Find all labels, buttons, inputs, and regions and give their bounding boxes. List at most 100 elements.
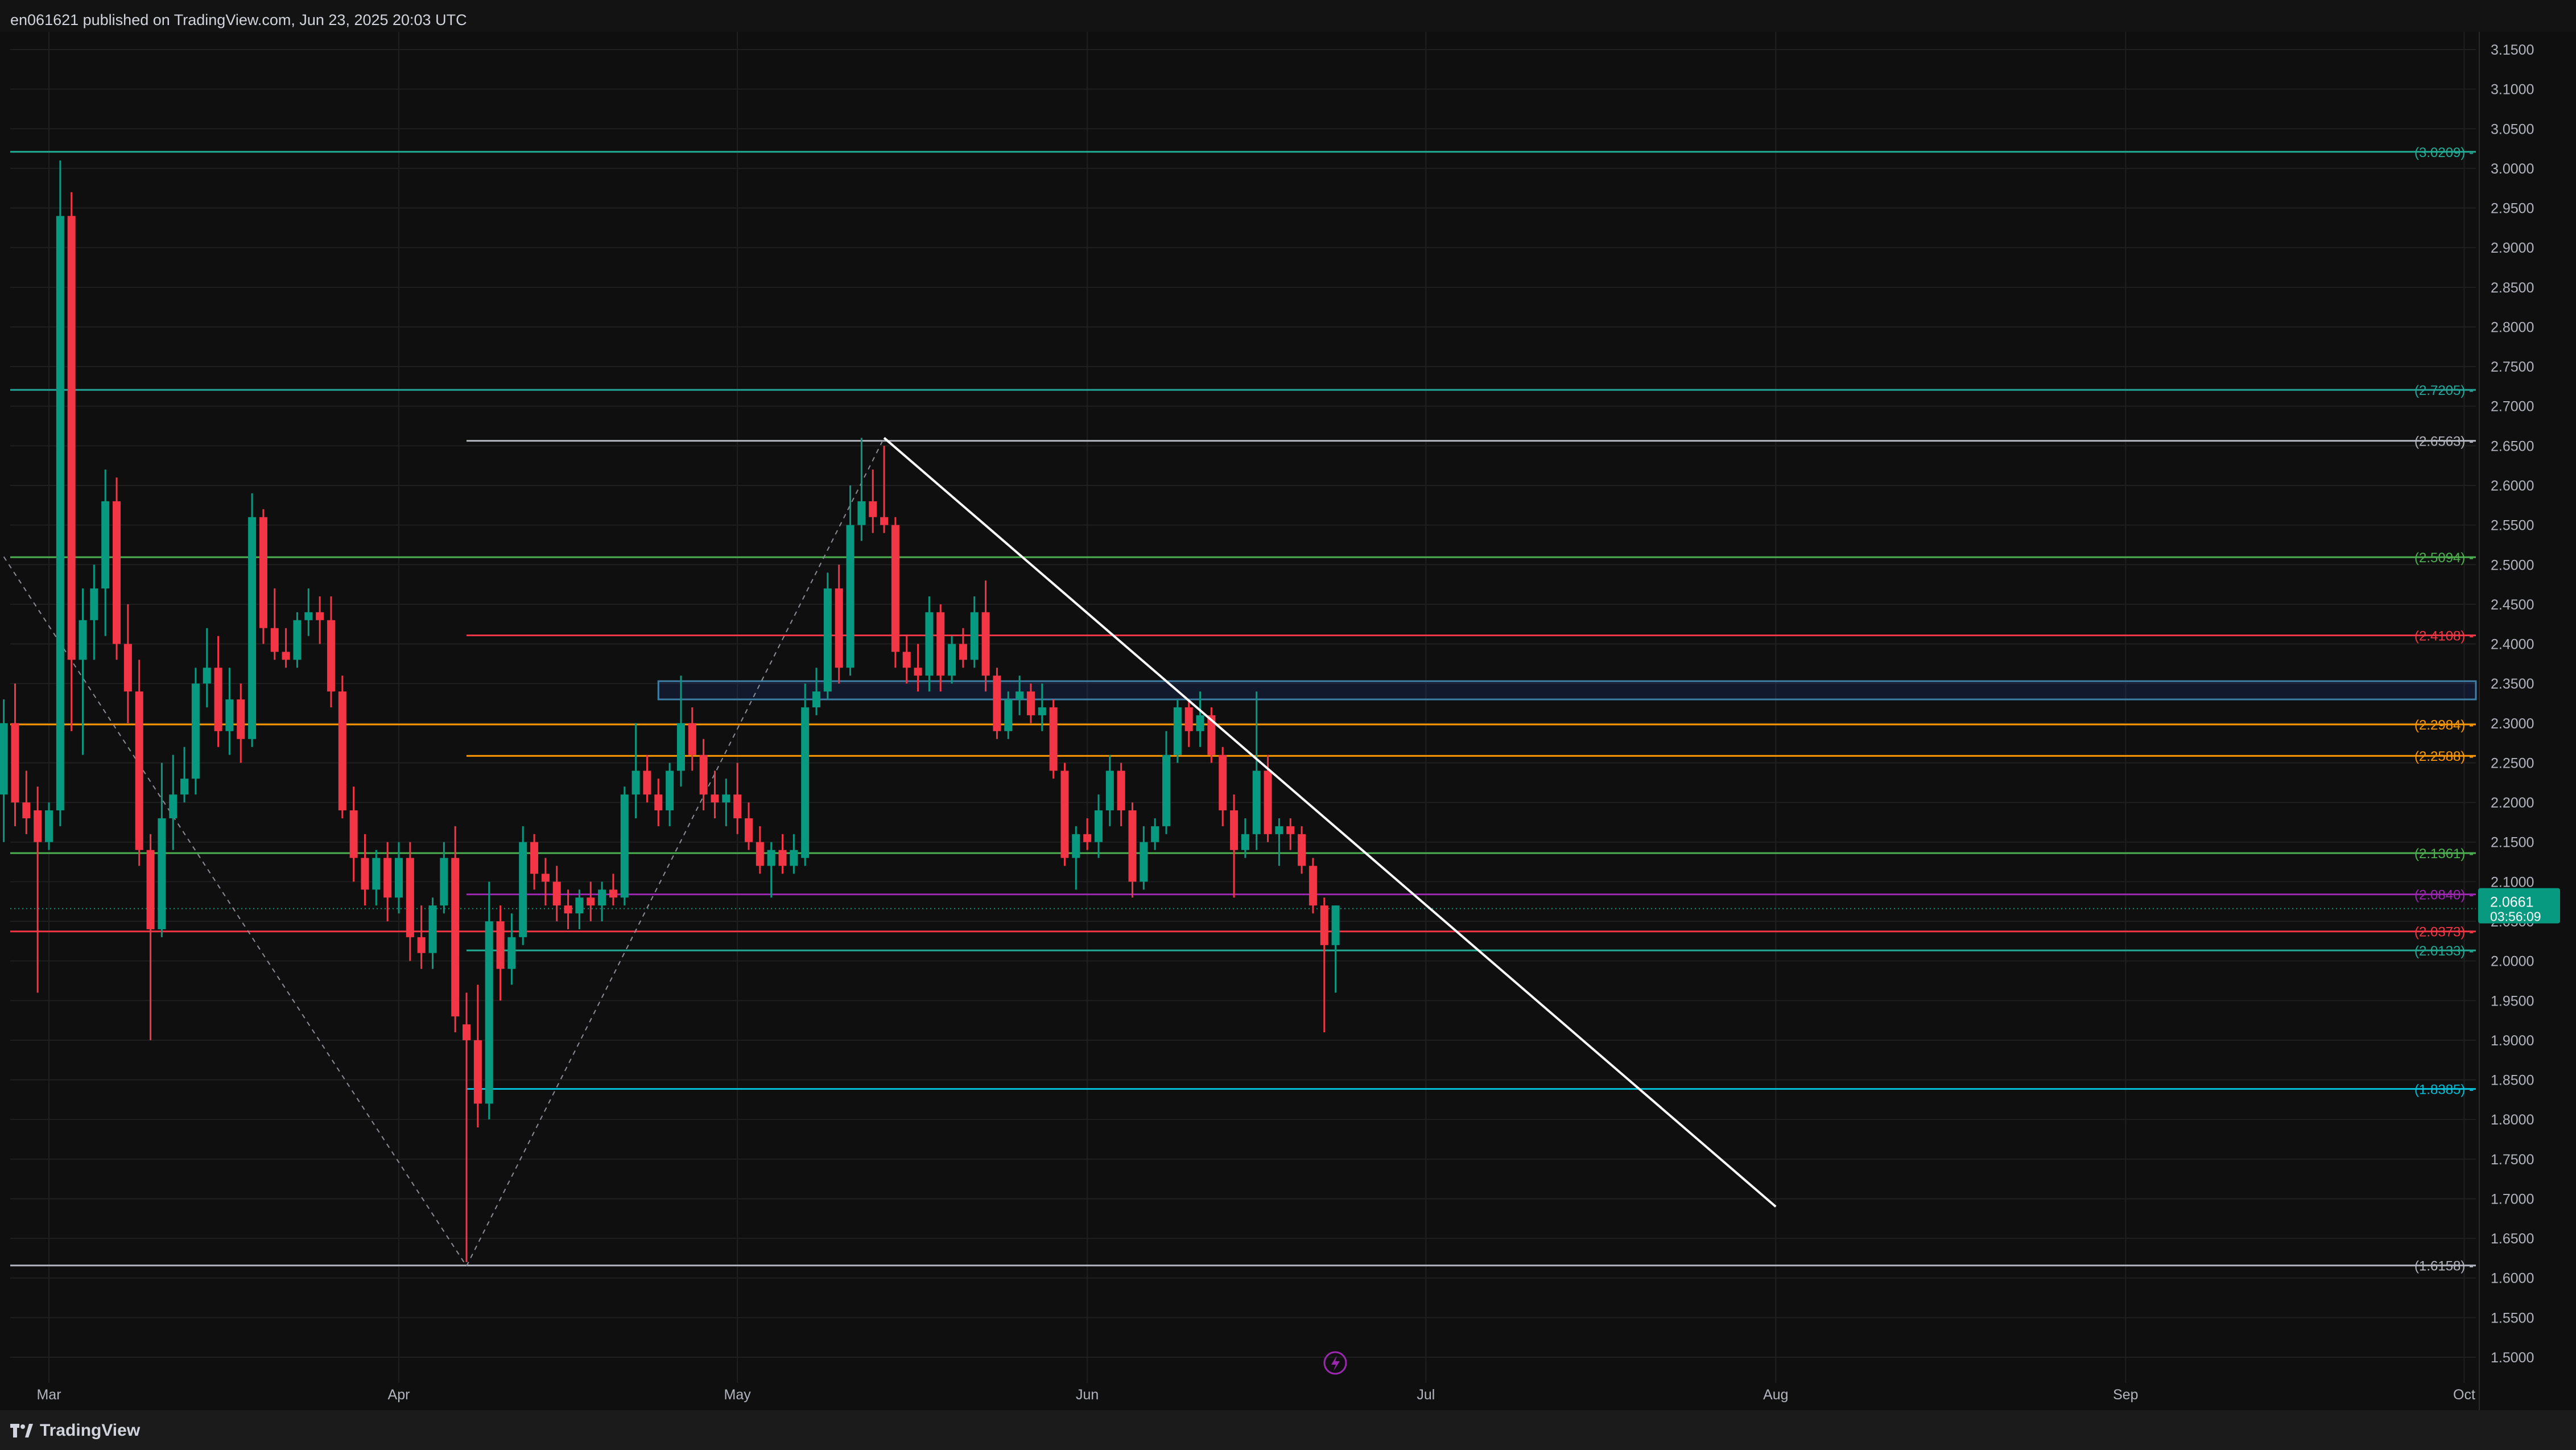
candle bbox=[688, 707, 696, 771]
candle-body bbox=[552, 881, 561, 906]
candle-body bbox=[79, 620, 87, 660]
candle-body bbox=[756, 842, 764, 866]
candle bbox=[417, 905, 426, 969]
price-tick-label: 2.9500 bbox=[2491, 201, 2534, 217]
price-tick-label: 2.0000 bbox=[2491, 954, 2534, 970]
candle-body bbox=[428, 905, 437, 953]
level-label: (2.6563) - bbox=[2414, 434, 2474, 450]
candle-body bbox=[745, 818, 753, 842]
candle bbox=[270, 588, 279, 660]
candle-body bbox=[473, 1040, 482, 1104]
candle-body bbox=[936, 612, 945, 676]
candle bbox=[846, 485, 854, 676]
candle bbox=[631, 723, 640, 818]
candle-body bbox=[981, 612, 990, 676]
price-axis[interactable]: 3.1500 3.1000 3.0500 3.0000 2.9500 2.9000 2.85… bbox=[2479, 32, 2534, 1410]
candle bbox=[519, 826, 527, 945]
candle bbox=[1083, 818, 1092, 850]
candle bbox=[1038, 683, 1046, 731]
candle-body bbox=[169, 794, 177, 818]
candle bbox=[1286, 818, 1295, 850]
candle bbox=[745, 802, 753, 850]
candle-body bbox=[846, 525, 854, 668]
price-tick-label: 2.3500 bbox=[2491, 676, 2534, 692]
time-tick-label: Aug bbox=[1763, 1387, 1788, 1403]
candle bbox=[203, 628, 211, 707]
candle bbox=[609, 874, 617, 906]
time-axis[interactable]: Mar Apr May Jun Jul Aug Sep Oct bbox=[36, 1387, 2475, 1403]
candle bbox=[485, 881, 493, 1120]
candle bbox=[767, 842, 775, 898]
candle-body bbox=[722, 794, 730, 803]
candle bbox=[733, 763, 742, 834]
candle-body bbox=[191, 683, 200, 779]
candle-body bbox=[22, 802, 31, 818]
candle bbox=[993, 668, 1001, 739]
candle-body bbox=[1252, 771, 1261, 834]
candle bbox=[304, 588, 313, 636]
candle bbox=[959, 628, 967, 668]
candles bbox=[0, 160, 1340, 1262]
price-tick-label: 3.1500 bbox=[2491, 42, 2534, 58]
candle-body bbox=[869, 501, 877, 517]
candle bbox=[1026, 683, 1035, 723]
candle bbox=[463, 992, 471, 1262]
candle-body bbox=[959, 644, 967, 660]
candle bbox=[1275, 818, 1283, 866]
candle bbox=[158, 763, 166, 937]
candle-body bbox=[316, 612, 324, 620]
candle bbox=[1060, 763, 1069, 866]
candle-body bbox=[1083, 834, 1092, 842]
published-info: en061621 published on TradingView.com, J… bbox=[10, 11, 467, 28]
candle-body bbox=[835, 588, 843, 668]
candle bbox=[1184, 699, 1193, 747]
candle bbox=[1207, 707, 1216, 763]
candle bbox=[395, 842, 403, 914]
candle bbox=[1173, 699, 1182, 763]
candle bbox=[575, 889, 584, 929]
resistance-zone bbox=[657, 680, 2477, 701]
price-tick-label: 1.9000 bbox=[2491, 1033, 2534, 1049]
candle bbox=[981, 580, 990, 692]
candle-body bbox=[823, 588, 832, 692]
level-label: (1.8385) - bbox=[2414, 1082, 2474, 1098]
candle-body bbox=[248, 517, 257, 739]
candle bbox=[428, 897, 437, 969]
candle-body bbox=[304, 612, 313, 620]
candlestick-chart[interactable]: (3.0209) - (2.7205) - (2.6563) - (2.5094) -… bbox=[0, 0, 2576, 1410]
candle-body bbox=[1331, 905, 1340, 945]
price-tick-label: 1.6000 bbox=[2491, 1271, 2534, 1287]
candle bbox=[801, 683, 810, 866]
lightning-icon[interactable] bbox=[1323, 1351, 1347, 1375]
candle bbox=[812, 668, 821, 715]
price-tick-label: 1.8500 bbox=[2491, 1073, 2534, 1089]
candle bbox=[101, 469, 110, 636]
tradingview-logo-icon bbox=[10, 1423, 33, 1439]
candle bbox=[180, 747, 189, 803]
candle-body bbox=[1026, 691, 1035, 715]
candle-body bbox=[733, 794, 742, 818]
level-label: (2.0133) - bbox=[2414, 944, 2474, 959]
price-tick-label: 1.5500 bbox=[2491, 1310, 2534, 1326]
candle bbox=[1162, 731, 1171, 834]
candle-body bbox=[1105, 771, 1114, 811]
candle bbox=[259, 509, 267, 644]
price-tick-label: 2.9000 bbox=[2491, 240, 2534, 256]
level-label: (3.0209) - bbox=[2414, 145, 2474, 160]
candle-body bbox=[530, 842, 539, 874]
tradingview-logo[interactable]: TradingView bbox=[10, 1419, 140, 1442]
price-tick-label: 2.1500 bbox=[2491, 835, 2534, 851]
candle bbox=[248, 493, 257, 747]
candle-body bbox=[361, 858, 369, 890]
candle bbox=[1105, 755, 1114, 826]
price-tick-label: 2.4500 bbox=[2491, 597, 2534, 613]
candle-body bbox=[225, 699, 234, 731]
candle-body bbox=[970, 612, 979, 660]
zone-rect bbox=[657, 680, 2477, 701]
candle bbox=[1015, 675, 1024, 715]
candle-body bbox=[609, 889, 617, 898]
trendline bbox=[883, 436, 1777, 1208]
candle bbox=[1230, 794, 1239, 898]
price-tick-label: 1.7000 bbox=[2491, 1191, 2534, 1207]
